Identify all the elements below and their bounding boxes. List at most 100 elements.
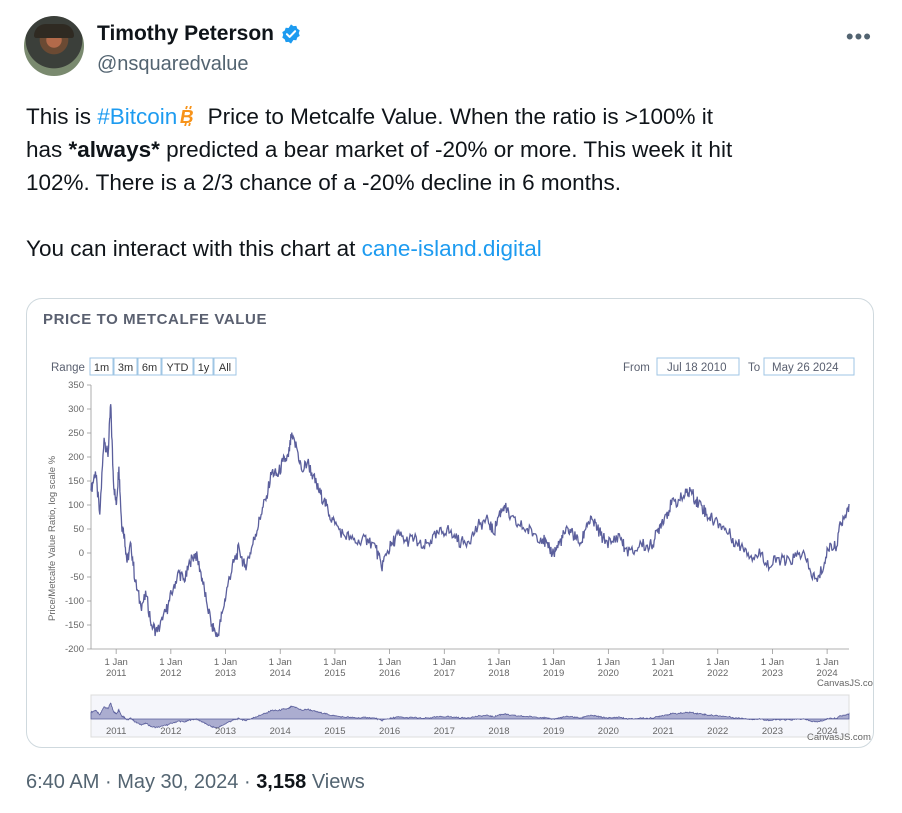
- range-button-all[interactable]: [213, 357, 237, 376]
- y-ticks: 350 300 250 200 150 100 50 0 -50 -100 -150 -200: [65, 380, 91, 655]
- range-button-label: 3m: [118, 362, 133, 374]
- tweet-line-3: 102%. There is a 2/3 chance of a -20% de…: [26, 170, 621, 195]
- tweet-blank-line: [26, 199, 876, 232]
- x-tick-label-bottom: 2015: [324, 668, 345, 679]
- range-button-label: 1y: [198, 362, 210, 374]
- x-tick-label-top: 1 Jan: [269, 657, 292, 668]
- y-tick-label: -150: [65, 620, 84, 631]
- x-tick-label-bottom: 2017: [434, 668, 455, 679]
- tweet-date[interactable]: May 30, 2024: [117, 771, 239, 793]
- author-avatar[interactable]: [24, 16, 84, 76]
- navigator-tick-label: 2024: [817, 726, 838, 737]
- range-buttons: 1m 3m 6m YTD 1y All: [89, 357, 237, 376]
- y-tick-label: 300: [68, 404, 84, 415]
- navigator-area: [90, 702, 850, 729]
- x-tick-label-bottom: 2018: [488, 668, 509, 679]
- tweet-line1-post: Price to Metcalfe Value. When the ratio …: [201, 104, 714, 129]
- navigator-tick-label: 2023: [762, 726, 783, 737]
- main-credit: CanvasJS.com: [817, 678, 873, 689]
- price-to-metcalfe-chart: PRICE TO METCALFE VALUE Range 1m 3m 6m YTD 1…: [43, 311, 873, 743]
- svg-text:B: B: [179, 107, 196, 126]
- verified-badge-icon: [282, 24, 300, 44]
- x-tick-label-bottom: 2012: [160, 668, 181, 679]
- tweet-line4-pre: You can interact with this chart at: [26, 236, 362, 261]
- x-tick-label-top: 1 Jan: [105, 657, 128, 668]
- range-button-ytd[interactable]: [161, 357, 194, 376]
- author-handle[interactable]: @nsquaredvalue: [97, 53, 249, 75]
- range-button-1m[interactable]: [89, 357, 114, 376]
- from-label: From: [623, 362, 650, 374]
- navigator-tick-label: 2016: [379, 726, 400, 737]
- y-tick-label: 250: [68, 428, 84, 439]
- tweet-text: This is #Bitcoin B Price to Metcalfe Valu…: [26, 100, 876, 265]
- x-tick-label-top: 1 Jan: [761, 657, 784, 668]
- range-button-label: 1m: [94, 362, 109, 374]
- navigator-tick-label: 2015: [324, 726, 345, 737]
- tweet-line-1: This is #Bitcoin B Price to Metcalfe Valu…: [26, 100, 876, 133]
- navigator-panel[interactable]: [90, 694, 850, 738]
- author-name[interactable]: Timothy Peterson: [97, 22, 274, 45]
- range-button-3m[interactable]: [113, 357, 138, 376]
- navigator-tick-label: 2021: [652, 726, 673, 737]
- y-tick-label: 150: [68, 476, 84, 487]
- navigator-tick-label: 2022: [707, 726, 728, 737]
- tweet-time[interactable]: 6:40 AM: [26, 771, 100, 793]
- y-tick-label: 50: [73, 524, 84, 535]
- bitcoin-icon: B: [179, 106, 196, 126]
- x-tick-label-bottom: 2013: [215, 668, 236, 679]
- ratio-series-line: [90, 404, 850, 638]
- x-tick-label-top: 1 Jan: [159, 657, 182, 668]
- navigator-tick-label: 2020: [598, 726, 619, 737]
- range-label: Range: [51, 362, 85, 374]
- x-tick-label-top: 1 Jan: [433, 657, 456, 668]
- navigator-tick-label: 2011: [106, 726, 126, 737]
- views-count: 3,158: [256, 771, 307, 793]
- tweet-line1-pre: This is: [26, 104, 98, 129]
- from-date-input[interactable]: [656, 357, 740, 376]
- y-axis-label: Price/Metcalfe Value Ratio, log scale %: [47, 455, 58, 621]
- x-tick-label-top: 1 Jan: [214, 657, 237, 668]
- to-label: To: [748, 362, 760, 374]
- from-date-value: Jul 18 2010: [667, 362, 726, 374]
- cane-island-link[interactable]: cane-island.digital: [361, 236, 542, 261]
- x-tick-label-top: 1 Jan: [706, 657, 729, 668]
- y-tick-label: 200: [68, 452, 84, 463]
- x-tick-label-top: 1 Jan: [378, 657, 401, 668]
- range-button-label: All: [219, 362, 231, 374]
- tweet-line2-pre: has: [26, 137, 69, 162]
- x-tick-label-bottom: 2024: [817, 668, 838, 679]
- tweet-line-4: You can interact with this chart at cane…: [26, 232, 876, 265]
- x-tick-label-bottom: 2011: [106, 668, 126, 679]
- navigator-tick-label: 2017: [434, 726, 455, 737]
- tweet-line2-post: predicted a bear market of -20% or more.…: [159, 137, 733, 162]
- y-tick-label: -200: [65, 644, 84, 655]
- y-tick-label: 0: [79, 548, 84, 559]
- y-tick-label: -50: [70, 572, 84, 583]
- more-options-icon[interactable]: •••: [845, 24, 872, 49]
- x-tick-label-top: 1 Jan: [815, 657, 838, 668]
- range-button-label: 6m: [142, 362, 157, 374]
- x-tick-label-bottom: 2020: [598, 668, 619, 679]
- navigator-credit: CanvasJS.com: [807, 732, 871, 743]
- navigator-tick-label: 2018: [488, 726, 509, 737]
- to-date-input[interactable]: [763, 357, 855, 376]
- navigator-tick-label: 2019: [543, 726, 564, 737]
- navigator-tick-label: 2012: [160, 726, 181, 737]
- range-button-label: YTD: [167, 362, 189, 374]
- x-tick-label-top: 1 Jan: [597, 657, 620, 668]
- avatar-hat: [34, 24, 74, 38]
- navigator-ticks: 2011 2012 2013 2014 2015 2016 2017 2018 2019 2020…: [106, 726, 838, 737]
- y-tick-label: -100: [65, 596, 84, 607]
- tweet-bold-always: *always*: [68, 137, 160, 162]
- navigator-tick-label: 2013: [215, 726, 236, 737]
- x-tick-label-bottom: 2023: [762, 668, 783, 679]
- to-date-value: May 26 2024: [772, 362, 839, 374]
- chart-image-card[interactable]: PRICE TO METCALFE VALUE Range 1m 3m 6m YTD 1…: [26, 298, 874, 748]
- range-button-6m[interactable]: [137, 357, 162, 376]
- bitcoin-hashtag-link[interactable]: #Bitcoin: [97, 104, 178, 129]
- tweet-footer: 6:40 AM · May 30, 2024 · 3,158 Views: [26, 771, 365, 794]
- tweet-line-2: has *always* predicted a bear market of …: [26, 133, 876, 166]
- range-button-1y[interactable]: [193, 357, 214, 376]
- footer-sep-2: ·: [243, 771, 251, 793]
